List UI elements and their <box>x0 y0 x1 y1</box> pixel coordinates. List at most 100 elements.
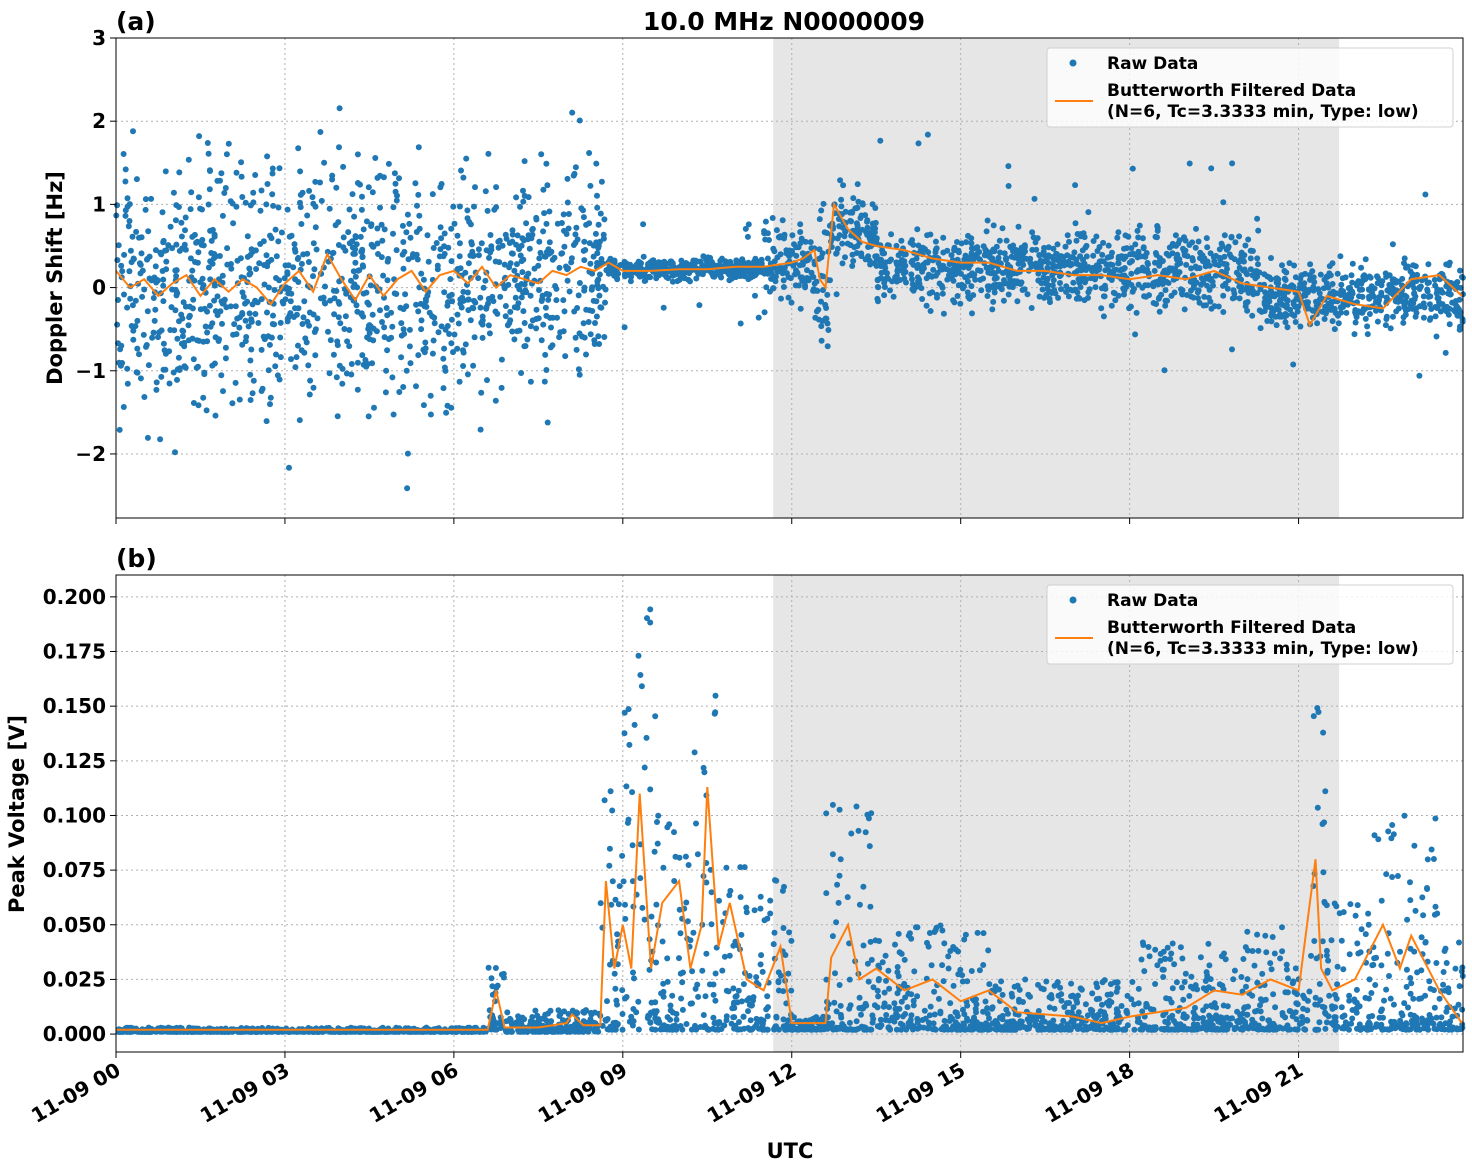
raw-data-point <box>250 390 256 396</box>
raw-data-point <box>1357 287 1363 293</box>
raw-data-point <box>274 253 280 259</box>
raw-data-point <box>212 234 218 240</box>
raw-data-point <box>408 235 414 241</box>
raw-data-point <box>317 129 323 135</box>
raw-data-point <box>1258 325 1264 331</box>
raw-data-point <box>983 999 989 1005</box>
raw-data-point <box>1170 268 1176 274</box>
raw-data-point <box>1141 245 1147 251</box>
raw-data-point <box>1189 239 1195 245</box>
raw-data-point <box>1061 254 1067 260</box>
raw-data-point <box>581 239 587 245</box>
raw-data-point <box>845 894 851 900</box>
raw-data-point <box>875 1023 881 1029</box>
raw-data-point <box>1206 295 1212 301</box>
raw-data-point <box>1347 285 1353 291</box>
raw-data-point <box>134 176 140 182</box>
raw-data-point <box>335 413 341 419</box>
raw-data-point <box>220 213 226 219</box>
raw-data-point <box>292 305 298 311</box>
raw-data-point <box>455 312 461 318</box>
raw-data-point <box>1224 261 1230 267</box>
raw-data-point <box>1043 292 1049 298</box>
raw-data-point <box>128 248 134 254</box>
raw-data-point <box>267 401 273 407</box>
raw-data-point <box>520 308 526 314</box>
raw-data-point <box>774 1015 780 1021</box>
raw-data-point <box>925 132 931 138</box>
raw-data-point <box>183 215 189 221</box>
raw-data-point <box>1330 260 1336 266</box>
raw-data-point <box>707 981 713 987</box>
raw-data-point <box>188 206 194 212</box>
raw-data-point <box>562 308 568 314</box>
raw-data-point <box>118 363 124 369</box>
raw-data-point <box>1341 292 1347 298</box>
raw-data-point <box>425 232 431 238</box>
raw-data-point <box>499 385 505 391</box>
raw-data-point <box>1242 267 1248 273</box>
raw-data-point <box>329 173 335 179</box>
raw-data-point <box>796 283 802 289</box>
raw-data-point <box>546 292 552 298</box>
raw-data-point <box>388 310 394 316</box>
raw-data-point <box>1457 268 1463 274</box>
raw-data-point <box>874 253 880 259</box>
raw-data-point <box>163 259 169 265</box>
raw-data-point <box>478 305 484 311</box>
raw-data-point <box>1200 254 1206 260</box>
raw-data-point <box>1248 248 1254 254</box>
raw-data-point <box>1243 300 1249 306</box>
raw-data-point <box>333 288 339 294</box>
raw-data-point <box>636 653 642 659</box>
raw-data-point <box>622 730 628 736</box>
raw-data-point <box>176 355 182 361</box>
raw-data-point <box>194 365 200 371</box>
raw-data-point <box>145 308 151 314</box>
raw-data-point <box>641 254 647 260</box>
raw-data-point <box>143 344 149 350</box>
raw-data-point <box>1188 294 1194 300</box>
raw-data-point <box>565 278 571 284</box>
raw-data-point <box>1269 310 1275 316</box>
raw-data-point <box>592 320 598 326</box>
raw-data-point <box>1220 309 1226 315</box>
raw-data-point <box>926 1020 932 1026</box>
raw-data-point <box>875 284 881 290</box>
raw-data-point <box>361 226 367 232</box>
raw-data-point <box>1424 287 1430 293</box>
raw-data-point <box>882 284 888 290</box>
raw-data-point <box>1138 253 1144 259</box>
raw-data-point <box>1274 280 1280 286</box>
raw-data-point <box>640 221 646 227</box>
raw-data-point <box>1130 166 1136 172</box>
raw-data-point <box>1403 312 1409 318</box>
raw-data-point <box>465 297 471 303</box>
raw-data-point <box>986 287 992 293</box>
raw-data-point <box>573 335 579 341</box>
raw-data-point <box>201 370 207 376</box>
raw-data-point <box>438 224 444 230</box>
raw-data-point <box>583 352 589 358</box>
raw-data-point <box>195 249 201 255</box>
raw-data-point <box>622 902 628 908</box>
raw-data-point <box>850 195 856 201</box>
raw-data-point <box>1310 307 1316 313</box>
raw-data-point <box>434 240 440 246</box>
raw-data-point <box>449 292 455 298</box>
raw-data-point <box>133 229 139 235</box>
raw-data-point <box>581 214 587 220</box>
raw-data-point <box>183 365 189 371</box>
raw-data-point <box>993 282 999 288</box>
raw-data-point <box>327 298 333 304</box>
raw-data-point <box>221 190 227 196</box>
raw-data-point <box>1220 243 1226 249</box>
raw-data-point <box>285 318 291 324</box>
raw-data-point <box>449 317 455 323</box>
raw-data-point <box>992 290 998 296</box>
raw-data-point <box>765 1004 771 1010</box>
raw-data-point <box>1232 239 1238 245</box>
raw-data-point <box>295 343 301 349</box>
raw-data-point <box>143 207 149 213</box>
raw-data-point <box>203 324 209 330</box>
